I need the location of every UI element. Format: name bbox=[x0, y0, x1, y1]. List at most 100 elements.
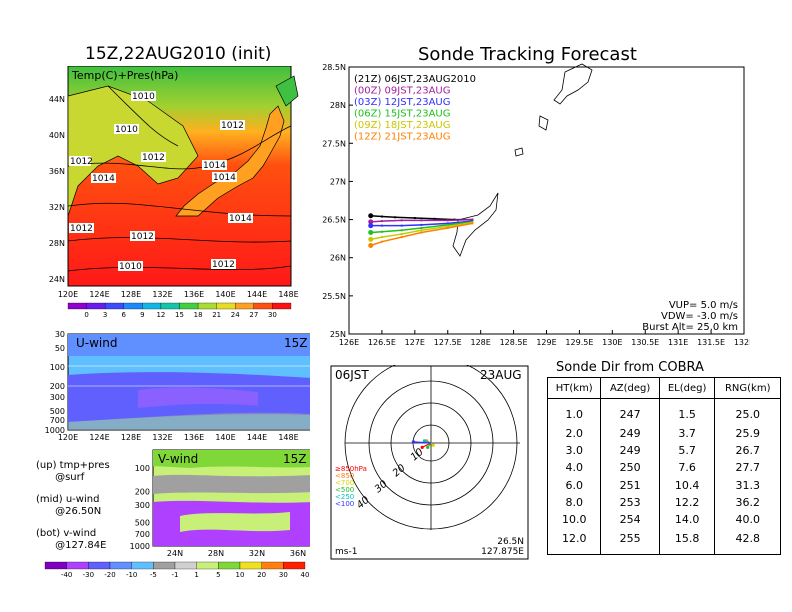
map-x-tick: 140E bbox=[215, 290, 235, 299]
table-row: 4.0 250 7.6 27.7 bbox=[546, 459, 781, 477]
tracking-y-tick: 26.5N bbox=[322, 216, 346, 225]
tracking-annotations: VUP= 5.0 m/s VDW= -3.0 m/s Burst Alt= 25… bbox=[642, 300, 738, 333]
track-point bbox=[380, 220, 383, 223]
wind-colorbar-swatch bbox=[261, 561, 284, 570]
temp-colorbar-swatch bbox=[142, 302, 162, 310]
v-wind-label: V-wind bbox=[158, 452, 198, 466]
tracking-y-tick: 25.5N bbox=[322, 292, 346, 301]
u-wind-x-ticks: 120E 124E 128E 132E 136E 140E 144E 148E bbox=[58, 433, 299, 442]
track-point bbox=[446, 222, 449, 225]
map-y-tick: 36N bbox=[49, 167, 65, 176]
polar-level-label: <700 bbox=[335, 479, 354, 487]
track-point bbox=[380, 224, 383, 227]
v-wind-x-tick: 24N bbox=[167, 549, 183, 558]
tracking-y-tick: 26N bbox=[330, 254, 346, 263]
table-cell: 2.0 bbox=[546, 424, 602, 442]
u-wind-x-tick: 124E bbox=[89, 433, 109, 442]
v-wind-x-tick: 36N bbox=[290, 549, 306, 558]
v-wind-y-tick: 700 bbox=[135, 530, 150, 539]
u-wind-x-tick: 120E bbox=[58, 433, 78, 442]
isobar-labels: 1010 1010 1012 1012 1012 1014 1014 1014 … bbox=[69, 91, 253, 272]
track-point bbox=[380, 236, 383, 239]
tracking-title: Sonde Tracking Forecast bbox=[418, 44, 637, 65]
table-cell: 250 bbox=[600, 459, 660, 477]
coastlines bbox=[452, 63, 593, 257]
tracking-y-tick: 27.5N bbox=[322, 139, 346, 148]
table-cell: 251 bbox=[600, 476, 660, 494]
map-y-ticks: 44N 40N 36N 32N 28N 24N bbox=[49, 95, 65, 284]
track-point bbox=[400, 229, 403, 232]
sonde-direction-table: HT(km) AZ(deg) EL(deg) RNG(km) 1.0 247 1.5 25.… bbox=[546, 377, 781, 556]
table-cell: 5.7 bbox=[658, 441, 716, 460]
polar-level-label: ≥850hPa bbox=[335, 465, 367, 473]
table-cell: 31.3 bbox=[714, 476, 781, 494]
polar-right-label: 23AUG bbox=[480, 368, 522, 382]
table-cell: 3.0 bbox=[546, 441, 602, 460]
temp-colorbar-label: 0 bbox=[84, 311, 88, 319]
wind-colorbar-swatch bbox=[66, 561, 89, 570]
wind-colorbar-label: 30 bbox=[279, 571, 288, 579]
polar-lat: 26.5N bbox=[497, 537, 524, 547]
wind-colorbar-label: -20 bbox=[104, 571, 115, 579]
polar-level-label: <500 bbox=[335, 486, 354, 494]
wind-colorbar-label: 5 bbox=[216, 571, 220, 579]
svg-text:Burst Alt= 25.0 km: Burst Alt= 25.0 km bbox=[642, 322, 738, 333]
track-point bbox=[420, 229, 423, 232]
wind-colorbar-label: -1 bbox=[172, 571, 179, 579]
track-point bbox=[446, 225, 449, 228]
v-wind-x-tick: 28N bbox=[208, 549, 224, 558]
u-wind-time: 15Z bbox=[284, 336, 308, 350]
svg-text:1012: 1012 bbox=[70, 157, 93, 167]
track-series-line bbox=[370, 220, 473, 227]
polar-level-label: <100 bbox=[335, 500, 354, 508]
u-wind-y-tick: 300 bbox=[50, 393, 65, 402]
wind-colorbar-swatch bbox=[109, 561, 132, 570]
temp-colorbar-swatch bbox=[235, 302, 254, 310]
table-cell: 10.0 bbox=[546, 511, 602, 529]
table-cell: 254 bbox=[600, 511, 660, 529]
u-wind-y-tick: 30 bbox=[55, 330, 65, 339]
tracking-x-tick: 130E bbox=[602, 338, 622, 347]
tracking-x-tick: 128E bbox=[471, 338, 491, 347]
temp-colorbar-swatch bbox=[272, 302, 292, 310]
table-cell: 1.5 bbox=[658, 398, 716, 425]
v-wind-x-tick: 32N bbox=[249, 549, 265, 558]
temp-colorbar-swatch bbox=[105, 302, 124, 310]
wind-colorbar-swatch bbox=[283, 561, 306, 570]
track-point bbox=[420, 223, 423, 226]
table-cell: 6.0 bbox=[546, 476, 602, 494]
tracking-x-ticks: 126E 126.5E 127E 127.5E 128E 128.5E 129E 129.5E… bbox=[339, 330, 750, 347]
map-x-ticks: 120E 124E 128E 132E 136E 140E 144E 148E bbox=[58, 290, 299, 299]
u-wind-x-tick: 136E bbox=[184, 433, 204, 442]
temperature-pressure-map: Temp(C)+Pres(hPa) 1010 1010 1012 1012 10… bbox=[49, 66, 299, 319]
track-point bbox=[400, 233, 403, 236]
track-point bbox=[471, 218, 474, 221]
table-title: Sonde Dir from COBRA bbox=[556, 360, 704, 375]
svg-text:1012: 1012 bbox=[221, 121, 244, 131]
track-point bbox=[368, 219, 374, 225]
tracking-x-tick: 127E bbox=[405, 338, 425, 347]
map-x-tick: 132E bbox=[152, 290, 172, 299]
panel-notes: (up) tmp+pres @surf (mid) u-wind @26.50N… bbox=[36, 460, 110, 552]
v-wind-y-tick: 300 bbox=[135, 501, 150, 510]
wind-colorbar-swatch bbox=[131, 561, 154, 570]
u-wind-y-tick: 200 bbox=[50, 382, 65, 391]
map-y-tick: 40N bbox=[49, 131, 65, 140]
table-cell: 12.0 bbox=[546, 528, 602, 556]
v-wind-panel: V-wind 15Z 100 200 300 500 700 1000 24N 28N 32N… bbox=[44, 449, 310, 579]
svg-text:1012: 1012 bbox=[142, 153, 165, 163]
tracking-legend-entry: (12Z) 21JST,23AUG bbox=[354, 132, 451, 143]
temp-colorbar-label: 15 bbox=[175, 311, 184, 319]
track-point bbox=[446, 219, 449, 222]
tracking-x-tick: 128.5E bbox=[500, 338, 528, 347]
temp-colorbar-label: 18 bbox=[194, 311, 203, 319]
polar-lon: 127.875E bbox=[481, 547, 524, 557]
svg-text:1012: 1012 bbox=[212, 260, 235, 270]
wind-colorbar-swatch bbox=[218, 561, 241, 570]
hodograph-point bbox=[422, 439, 426, 443]
tracking-plot-area bbox=[348, 66, 745, 335]
tracking-x-tick: 127.5E bbox=[434, 338, 462, 347]
tracking-x-tick: 132E bbox=[734, 338, 750, 347]
svg-text:1014: 1014 bbox=[229, 214, 252, 224]
svg-text:VUP= 5.0 m/s: VUP= 5.0 m/s bbox=[669, 300, 738, 311]
